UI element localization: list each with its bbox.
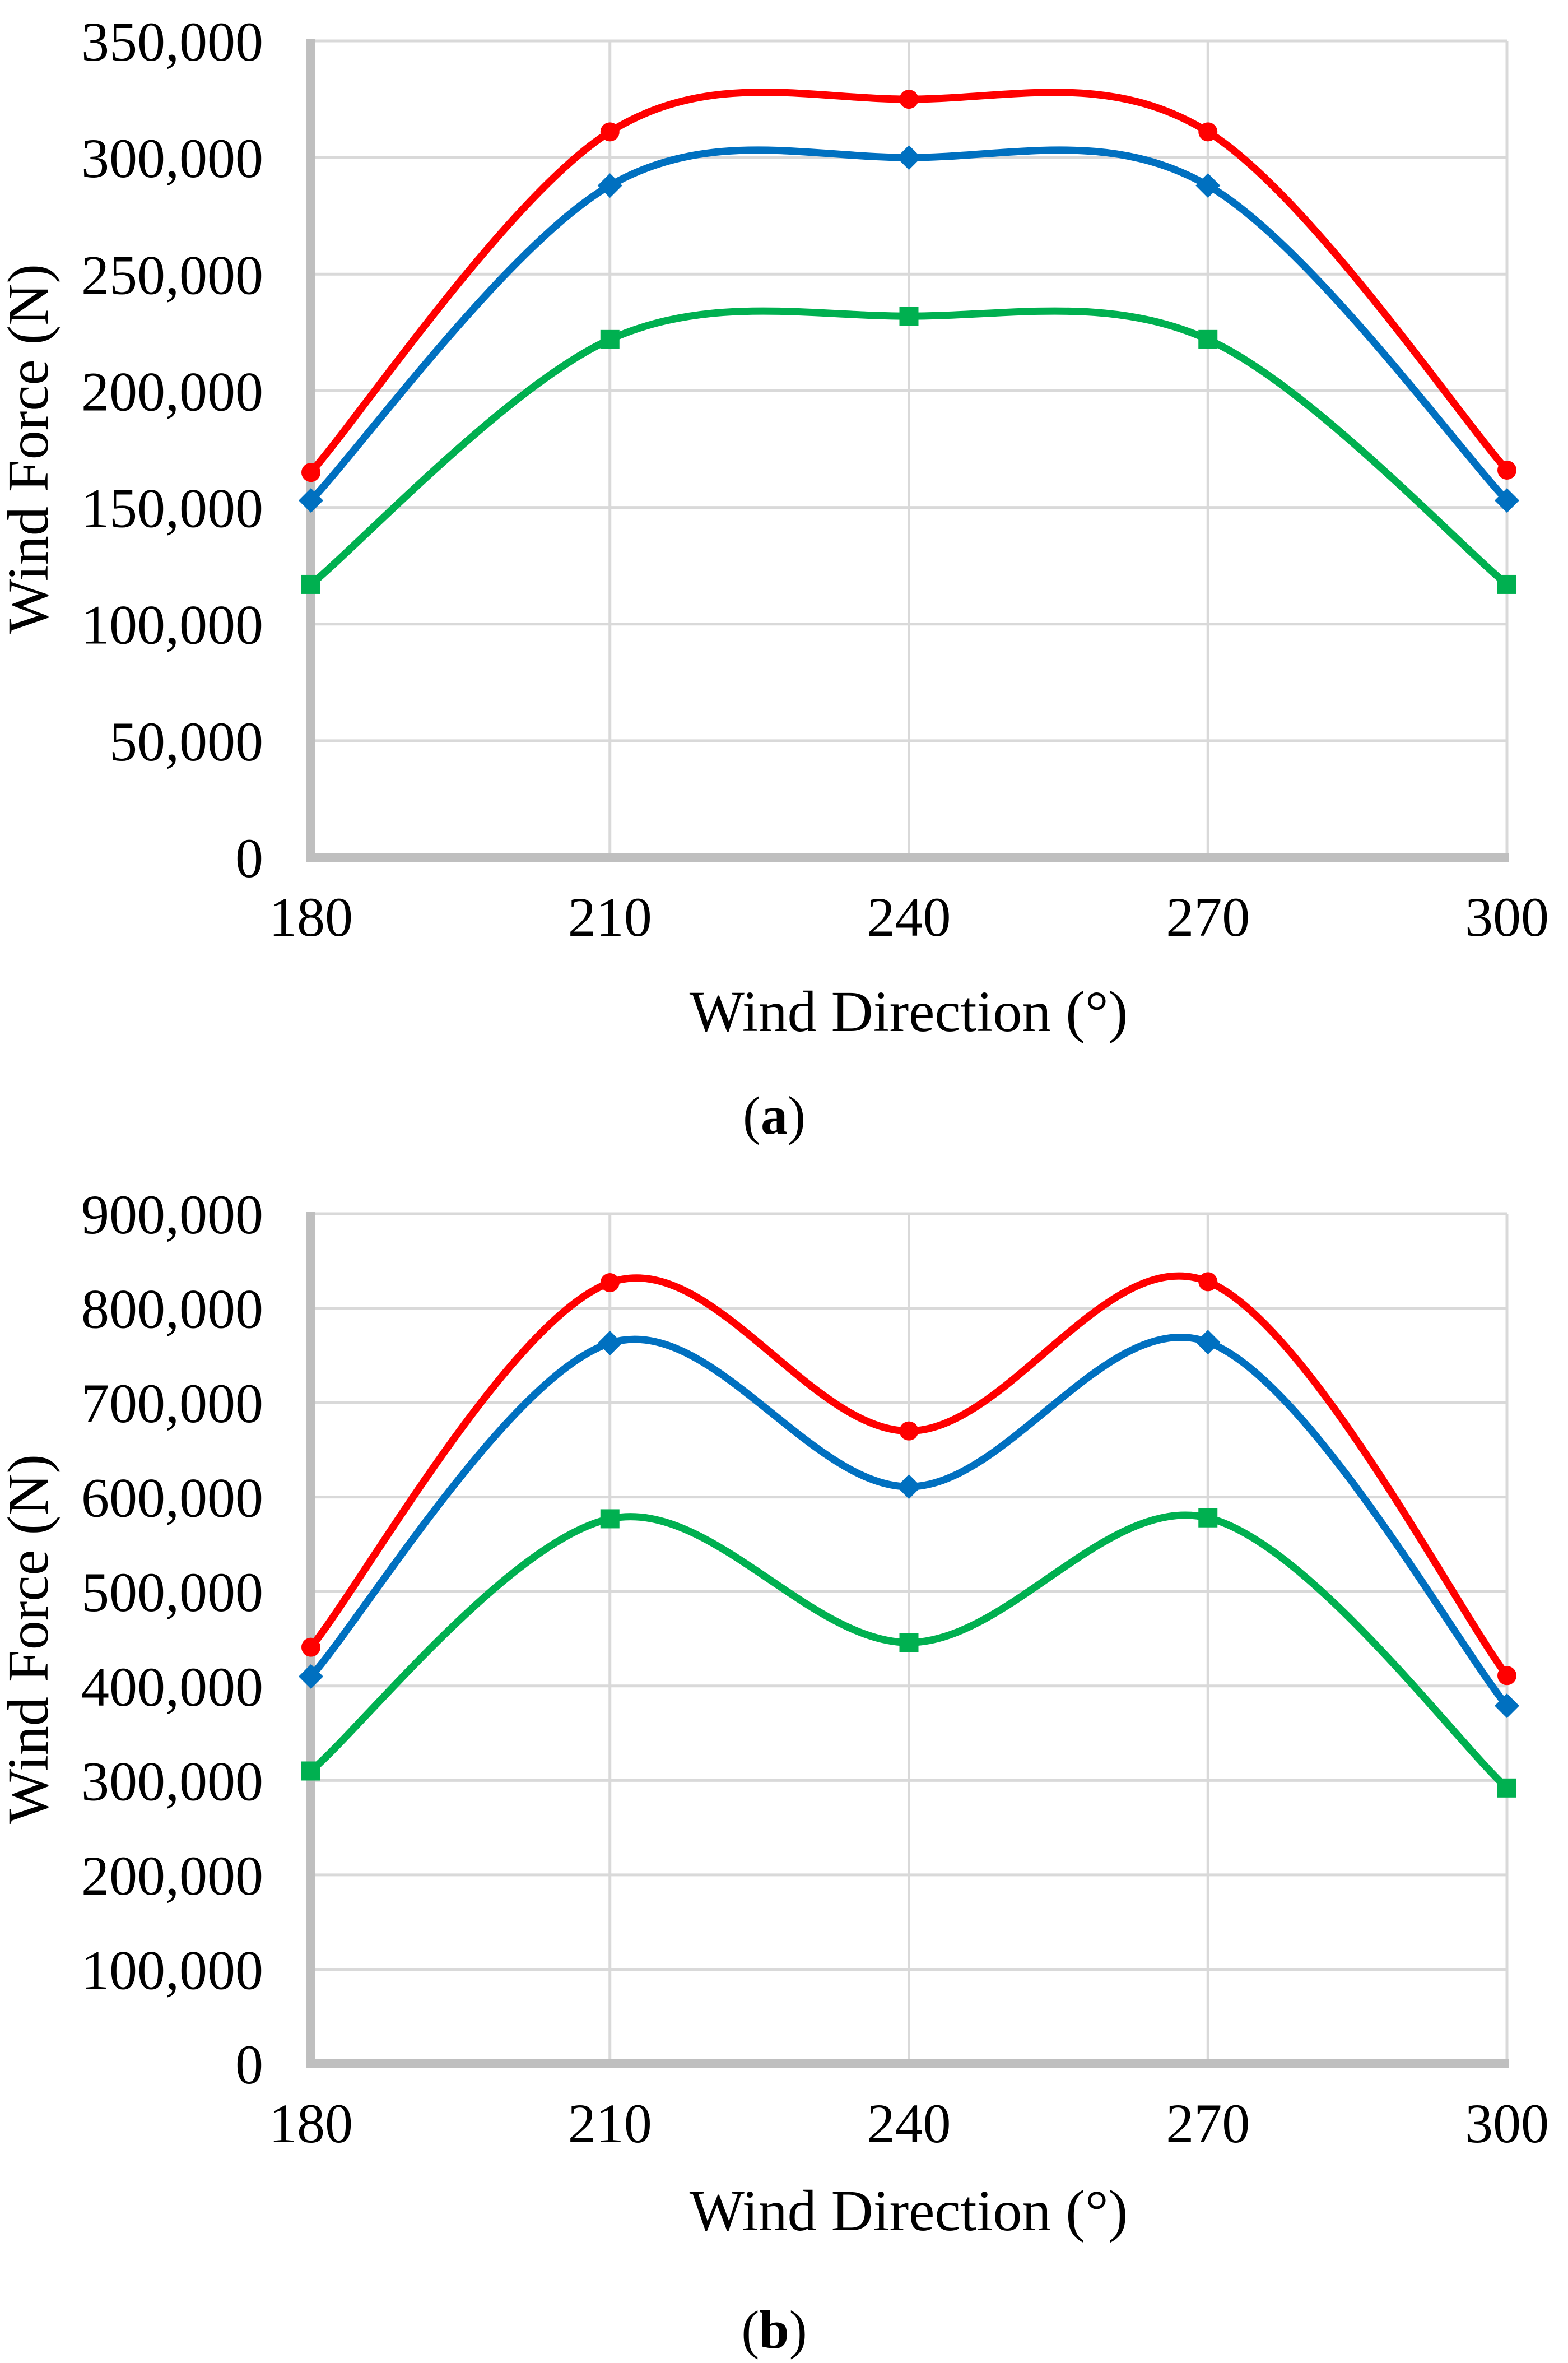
y-tick-label: 700,000	[81, 1372, 263, 1434]
y-tick-label: 800,000	[81, 1278, 263, 1340]
y-tick-label: 150,000	[81, 477, 263, 540]
marker-diamond	[1195, 1330, 1221, 1355]
marker-square	[600, 1509, 620, 1529]
x-tick-label: 210	[568, 886, 652, 948]
marker-diamond	[896, 1474, 922, 1499]
y-tick-label: 300,000	[81, 127, 263, 189]
y-tick-label: 200,000	[81, 360, 263, 423]
y-tick-label: 900,000	[81, 1183, 263, 1246]
marker-circle	[1198, 1272, 1218, 1292]
y-tick-label: 200,000	[81, 1845, 263, 1907]
y-axis-title-a: Wind Force (N)	[0, 264, 61, 634]
x-tick-label: 270	[1166, 886, 1250, 948]
marker-circle	[899, 90, 919, 109]
x-tick-label: 300	[1465, 886, 1549, 948]
marker-circle	[600, 122, 620, 142]
marker-diamond	[896, 145, 922, 170]
y-tick-label: 50,000	[109, 711, 263, 773]
marker-square	[301, 574, 320, 594]
x-tick-label: 210	[568, 2092, 652, 2155]
x-axis-title-a: Wind Direction (°)	[690, 979, 1128, 1044]
marker-square	[1497, 1778, 1516, 1798]
y-tick-label: 350,000	[81, 11, 263, 73]
y-tick-label: 0	[235, 2034, 263, 2096]
marker-square	[1497, 574, 1516, 594]
chart-b: 0 100,000 200,000 300,000 400,000 500,000 600,…	[0, 1183, 1549, 2360]
marker-circle	[1497, 460, 1516, 480]
y-tick-label: 100,000	[81, 594, 263, 656]
marker-diamond	[1495, 1693, 1519, 1719]
caption-b-letter: b	[759, 2300, 789, 2360]
x-tick-label: 240	[867, 886, 951, 948]
y-axis-title-b: Wind Force (N)	[0, 1454, 61, 1824]
marker-circle	[600, 1273, 620, 1293]
marker-square	[301, 1761, 320, 1781]
marker-square	[1198, 329, 1218, 349]
x-tick-label: 300	[1465, 2092, 1549, 2155]
chart-a: 0 50,000 100,000 150,000 200,000 250,000 300,0…	[0, 11, 1549, 1145]
x-tick-label: 180	[269, 886, 353, 948]
marker-square	[899, 307, 919, 326]
y-tick-label: 300,000	[81, 1750, 263, 1812]
caption-a-letter: a	[761, 1085, 788, 1145]
caption-b-open: (	[741, 2300, 759, 2360]
caption-a-close: )	[788, 1085, 806, 1145]
y-tick-label: 400,000	[81, 1656, 263, 1718]
y-tick-label: 0	[235, 827, 263, 889]
x-tick-label: 240	[867, 2092, 951, 2155]
y-tick-label: 250,000	[81, 244, 263, 306]
caption-a-open: (	[743, 1085, 761, 1145]
caption-a: (a)	[743, 1085, 806, 1145]
marker-diamond	[1495, 488, 1519, 513]
marker-square	[1198, 1508, 1218, 1528]
marker-square	[600, 329, 620, 349]
marker-diamond	[597, 1330, 622, 1355]
marker-circle	[899, 1421, 919, 1441]
plot-area-a: 0 50,000 100,000 150,000 200,000 250,000 300,0…	[81, 11, 1549, 948]
x-tick-label: 180	[269, 2092, 353, 2155]
marker-diamond	[1195, 173, 1221, 198]
y-tick-label: 500,000	[81, 1561, 263, 1623]
plot-area-b: 0 100,000 200,000 300,000 400,000 500,000 600,…	[81, 1183, 1549, 2155]
marker-diamond	[597, 173, 622, 198]
x-tick-label: 270	[1166, 2092, 1250, 2155]
marker-diamond	[299, 1664, 323, 1689]
x-axis-title-b: Wind Direction (°)	[690, 2179, 1128, 2243]
marker-diamond	[299, 488, 323, 513]
marker-circle	[301, 463, 320, 482]
marker-circle	[1497, 1666, 1516, 1686]
marker-square	[899, 1633, 919, 1652]
marker-circle	[301, 1637, 320, 1657]
y-tick-label: 100,000	[81, 1939, 263, 2001]
marker-circle	[1198, 122, 1218, 142]
caption-b-close: )	[789, 2300, 807, 2360]
caption-b: (b)	[741, 2300, 807, 2360]
y-tick-label: 600,000	[81, 1467, 263, 1529]
